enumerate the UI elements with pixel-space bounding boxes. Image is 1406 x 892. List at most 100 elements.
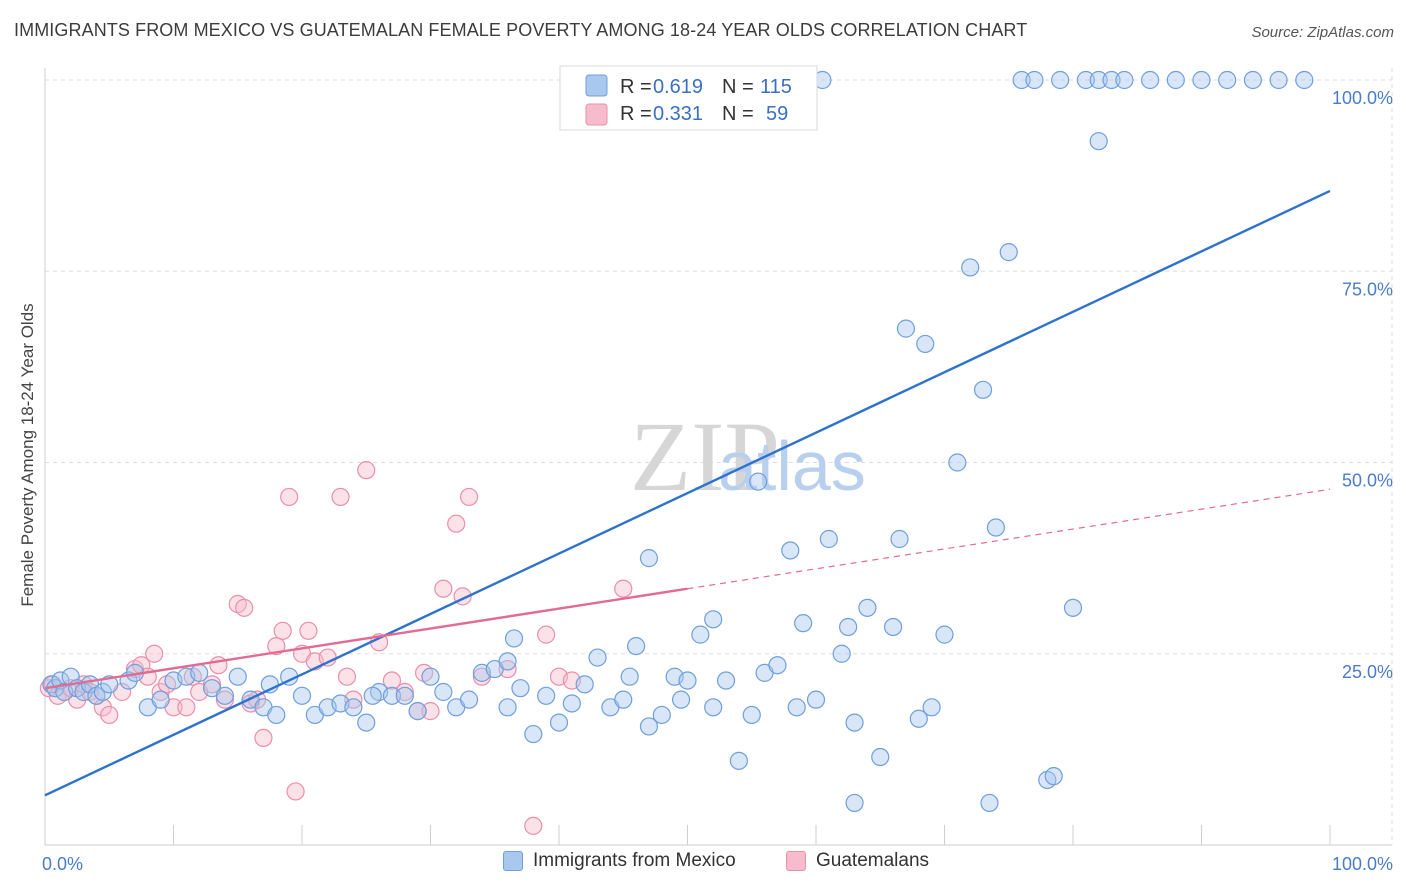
mexico-point-78 [883, 617, 903, 637]
y-tick-label-3: 100.0% [1332, 88, 1393, 108]
mexico-point-91 [1025, 70, 1044, 90]
mexico-point-108 [845, 713, 864, 732]
guatemalans-point-26 [235, 598, 254, 617]
mexico-point-114 [363, 686, 382, 705]
mexico-point-19 [215, 686, 234, 705]
y-tick-label-1: 50.0% [1342, 471, 1393, 491]
mexico-point-20 [228, 667, 247, 686]
mexico-point-103 [1218, 70, 1237, 90]
guatemalans-point-15 [145, 644, 164, 663]
mexico-point-44 [511, 679, 530, 698]
guatemalans-trend-extension [687, 488, 1331, 590]
mexico-point-76 [858, 598, 877, 617]
mexico-point-113 [639, 549, 659, 568]
source-credit: Source: ZipAtlas.com [1251, 24, 1394, 41]
legend-r-value-2: 0.331 [653, 103, 703, 125]
mexico-point-60 [691, 625, 710, 644]
legend-swatch-guatemalans [585, 103, 608, 126]
mexico-point-82 [916, 334, 935, 354]
series-label-guatemalans: Guatemalans [816, 850, 930, 871]
mexico-point-58 [671, 690, 691, 709]
legend-n-label-2: N = [722, 103, 754, 125]
guatemalans-point-33 [286, 782, 305, 801]
mexico-point-61 [704, 610, 723, 629]
mexico-point-112 [498, 698, 517, 717]
mexico-point-36 [421, 667, 440, 686]
stats-legend: R = 0.619 N = 115 R = 0.331 N = 59 [559, 65, 818, 131]
guatemalans-point-24 [215, 690, 234, 709]
mexico-point-37 [434, 682, 453, 702]
mexico-point-105 [1269, 70, 1288, 90]
mexico-point-110 [922, 698, 941, 717]
guatemalans-point-55 [537, 625, 556, 644]
mexico-point-72 [819, 529, 838, 549]
mexico-point-54 [626, 636, 646, 656]
guatemalans-points [39, 461, 633, 835]
mexico-trend-line [44, 189, 1331, 797]
guatemalans-point-48 [434, 579, 453, 598]
mexico-point-86 [973, 380, 993, 399]
mexico-point-42 [498, 652, 517, 671]
guatemalans-point-31 [273, 621, 292, 640]
mexico-point-100 [1140, 70, 1160, 90]
guatemalans-trend-line [44, 587, 688, 690]
series-swatch-mexico [503, 851, 523, 871]
mexico-point-80 [896, 319, 916, 338]
mexico-point-17 [190, 663, 209, 682]
mexico-point-101 [1166, 70, 1185, 90]
mexico-point-56 [652, 705, 671, 725]
mexico-point-48 [562, 694, 581, 713]
guatemalans-point-30 [267, 636, 286, 656]
guatemalans-point-53 [498, 659, 517, 679]
guatemalans-point-47 [421, 702, 440, 721]
mexico-point-106 [1295, 70, 1314, 90]
mexico-point-73 [832, 644, 851, 663]
watermark: ZIP atlas [630, 401, 866, 512]
guatemalans-point-39 [337, 667, 357, 686]
mexico-point-14 [151, 690, 170, 709]
mexico-point-94 [1051, 70, 1070, 90]
mexico-point-96 [1076, 70, 1095, 90]
mexico-point-33 [382, 686, 402, 705]
legend-r-value-1: 0.619 [653, 76, 703, 98]
mexico-point-62 [716, 671, 736, 690]
mexico-point-45 [524, 724, 543, 744]
x-tick-label-1: 100.0% [1332, 854, 1393, 874]
mexico-point-98 [1102, 70, 1121, 90]
mexico-point-109 [1089, 132, 1108, 151]
mexico-point-87 [980, 793, 999, 813]
trend-lines [44, 189, 1331, 797]
watermark-zip: ZIP [630, 401, 780, 512]
series-label-mexico: Immigrants from Mexico [533, 850, 736, 871]
mexico-point-104 [1243, 70, 1263, 90]
tick-labels: 25.0% 50.0% 75.0% 100.0% 0.0% 100.0% [42, 88, 1393, 874]
mexico-point-64 [742, 705, 761, 725]
mexico-point-88 [986, 518, 1006, 537]
mexico-point-53 [620, 667, 639, 686]
mexico-point-99 [1115, 70, 1134, 90]
guatemalans-point-49 [447, 514, 466, 533]
series-legend-guatemalans: Guatemalans [786, 850, 929, 872]
guatemalans-point-51 [459, 487, 479, 507]
mexico-point-39 [459, 690, 479, 709]
mexico-point-77 [871, 747, 890, 767]
mexico-point-52 [614, 690, 633, 709]
y-tick-label-2: 75.0% [1342, 279, 1393, 299]
mexico-point-111 [704, 698, 723, 717]
mexico-point-97 [1089, 70, 1108, 90]
mexico-point-81 [909, 709, 928, 728]
guatemalans-point-10 [100, 705, 119, 725]
mexico-point-67 [768, 656, 787, 675]
mexico-point-55 [639, 717, 659, 736]
mexico-point-35 [408, 702, 427, 721]
mexico-point-59 [678, 671, 697, 690]
mexico-point-71 [806, 690, 826, 709]
guatemalans-point-32 [280, 487, 299, 507]
guatemalans-point-43 [382, 671, 402, 690]
watermark-atlas: atlas [718, 427, 866, 505]
mexico-point-93 [1044, 767, 1063, 786]
mexico-point-85 [961, 258, 980, 277]
mexico-point-24 [267, 705, 286, 725]
series-legend: Immigrants from Mexico Guatemalans [0, 850, 1406, 880]
mexico-point-46 [537, 686, 556, 705]
